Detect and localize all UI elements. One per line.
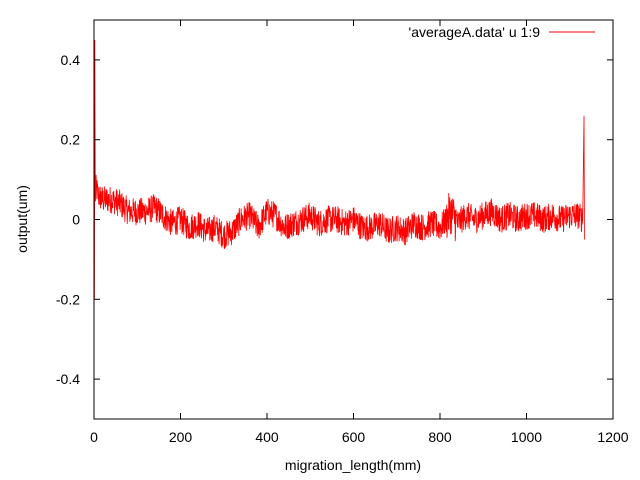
x-tick-label: 400 — [255, 429, 279, 445]
x-tick-label: 1200 — [597, 429, 628, 445]
x-tick-label: 800 — [428, 429, 452, 445]
x-tick-label: 600 — [342, 429, 366, 445]
x-tick-label: 1000 — [511, 429, 542, 445]
y-tick-label: 0.2 — [61, 132, 81, 148]
legend-label: 'averageA.data' u 1:9 — [409, 24, 541, 40]
y-tick-label: -0.2 — [56, 291, 80, 307]
legend: 'averageA.data' u 1:9 — [409, 24, 595, 40]
y-axis-label: output(um) — [14, 185, 30, 253]
plot-border — [93, 19, 614, 420]
ticks-layer: 0 200 400 600 800 1000 1200 -0.4 -0.2 0 0.2 0.4 — [56, 20, 629, 445]
x-tick-label: 0 — [90, 429, 98, 445]
series-layer — [93, 19, 585, 300]
y-tick-label: 0.4 — [61, 52, 81, 68]
x-axis-label: migration_length(mm) — [285, 457, 421, 473]
y-tick-label: 0 — [72, 212, 80, 228]
series-line-averageA — [93, 19, 585, 300]
x-tick-label: 200 — [169, 429, 193, 445]
y-tick-label: -0.4 — [56, 371, 80, 387]
